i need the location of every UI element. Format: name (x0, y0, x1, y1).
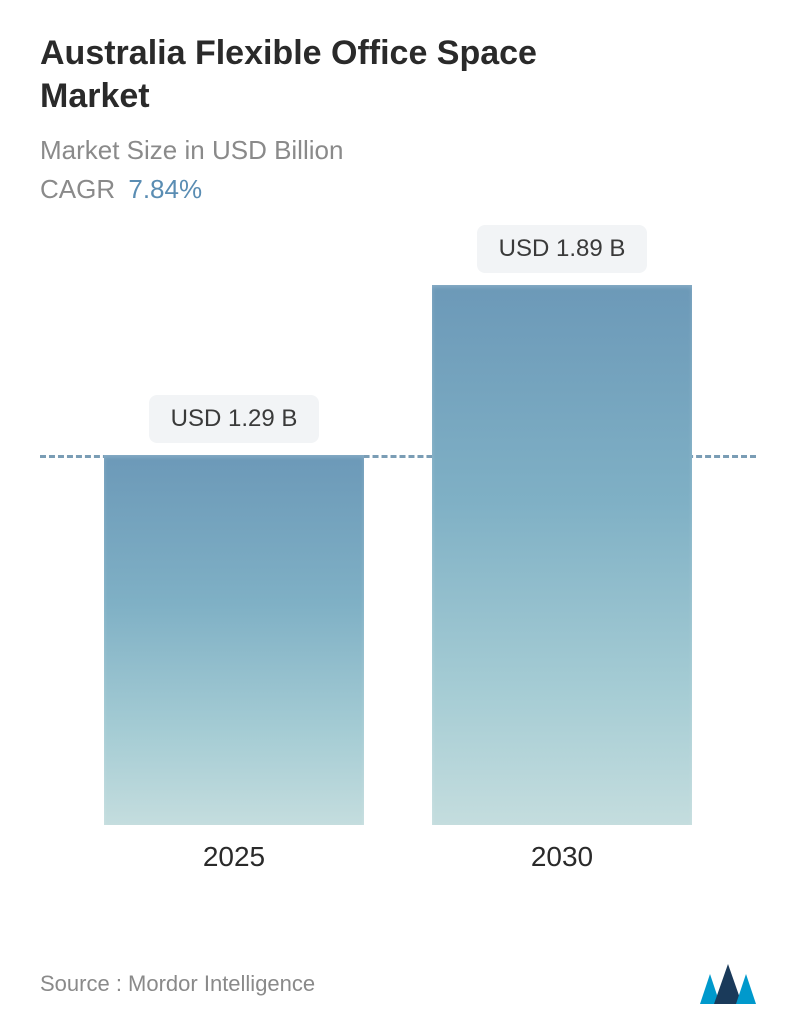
x-axis-labels: 2025 2030 (40, 841, 756, 873)
bar-value-label-0: USD 1.29 B (149, 395, 320, 443)
source-text: Source : Mordor Intelligence (40, 971, 315, 997)
bar-group-0: USD 1.29 B (104, 395, 364, 825)
brand-logo-icon (700, 964, 756, 1004)
chart-title: Australia Flexible Office Space Market (40, 32, 620, 117)
x-label-0: 2025 (104, 841, 364, 873)
bar-value-label-1: USD 1.89 B (477, 225, 648, 273)
bar-0 (104, 455, 364, 825)
bars-container: USD 1.29 B USD 1.89 B (40, 245, 756, 825)
footer: Source : Mordor Intelligence (40, 964, 756, 1004)
cagr-value: 7.84% (128, 174, 202, 204)
bar-1 (432, 285, 692, 825)
chart-area: USD 1.29 B USD 1.89 B 2025 2030 (40, 245, 756, 895)
x-label-1: 2030 (432, 841, 692, 873)
cagr-row: CAGR 7.84% (40, 174, 756, 205)
bar-group-1: USD 1.89 B (432, 225, 692, 825)
cagr-label: CAGR (40, 174, 115, 204)
chart-subtitle: Market Size in USD Billion (40, 135, 756, 166)
